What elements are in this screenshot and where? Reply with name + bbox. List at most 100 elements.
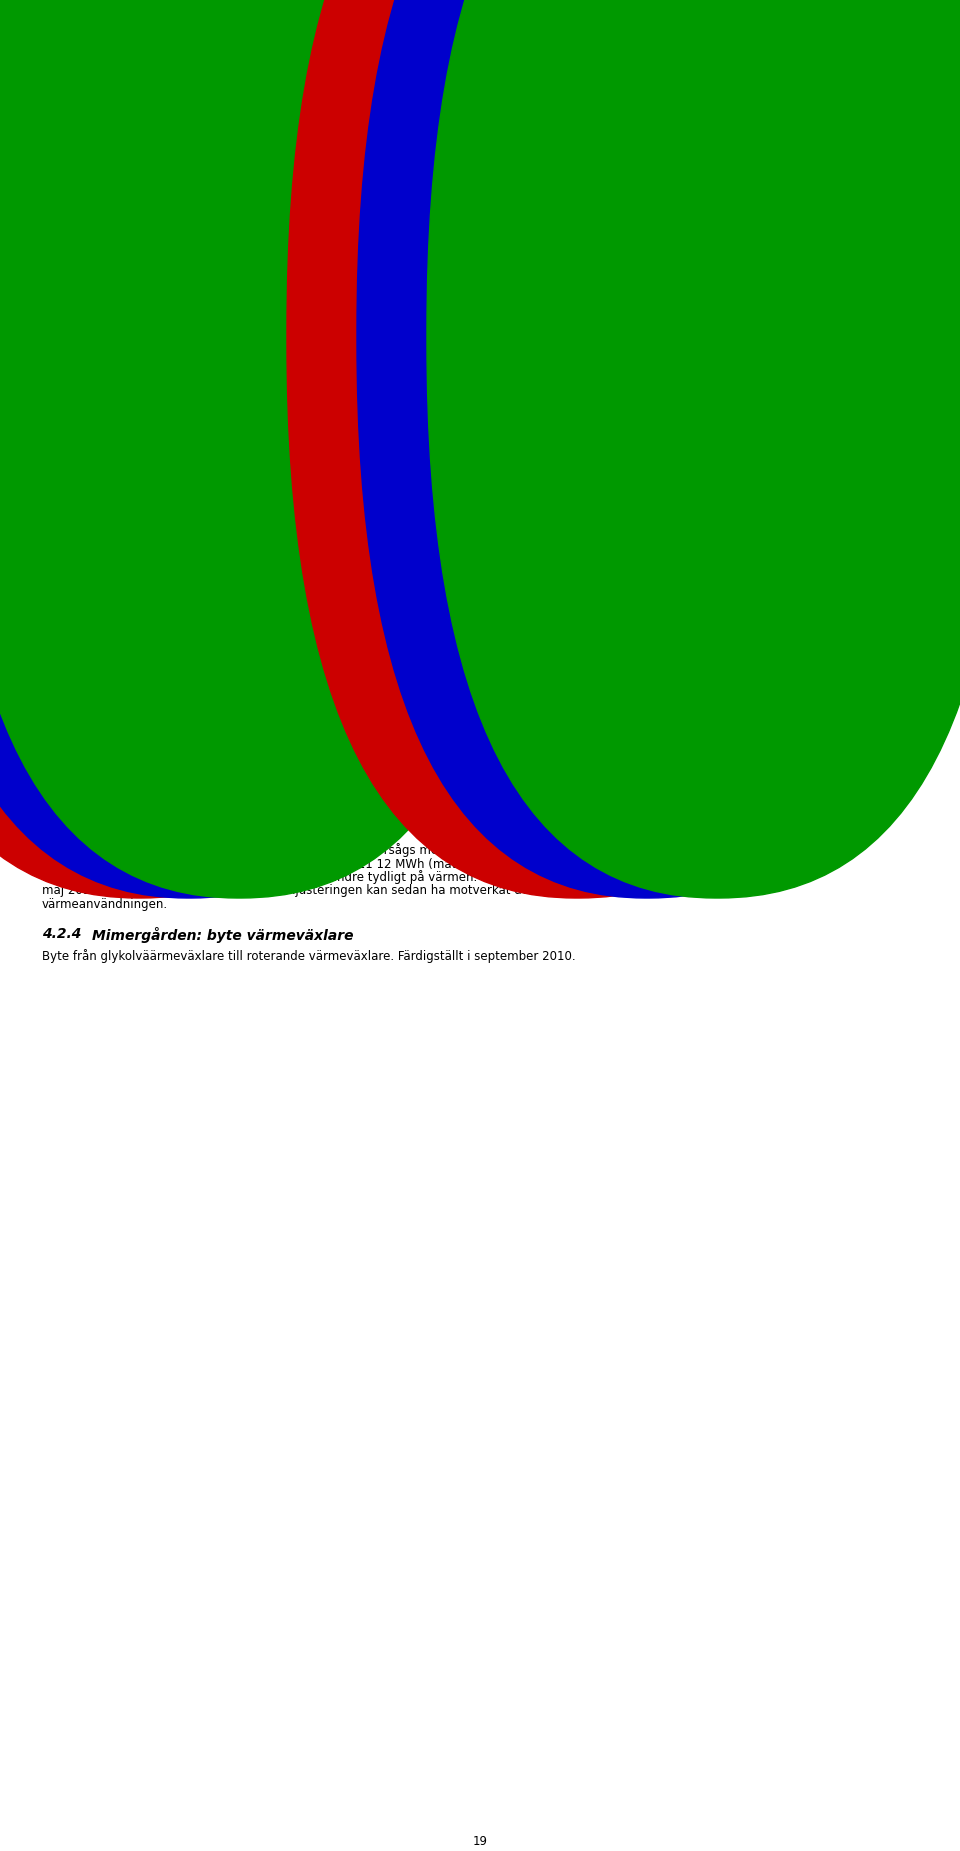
Bar xyxy=(616,465,625,553)
Bar xyxy=(641,453,650,553)
Text: Kapitel 4: Energiåtgärder: Kapitel 4: Energiåtgärder xyxy=(821,20,952,31)
Bar xyxy=(785,479,794,553)
Bar xyxy=(337,491,345,553)
Bar xyxy=(361,476,370,553)
Text: 19: 19 xyxy=(472,1834,488,1847)
Bar xyxy=(141,455,149,553)
Bar xyxy=(108,437,116,553)
Bar xyxy=(564,422,573,553)
Bar xyxy=(426,452,435,553)
Bar xyxy=(149,441,157,553)
Text: förutsättningar oförändrade.: förutsättningar oförändrade. xyxy=(42,207,211,220)
Text: tion: tion xyxy=(102,254,132,268)
Text: gör att besparingen är mindre än om åtgärderna hade genomförts var för sig med ö: gör att besparingen är mindre än om åtgä… xyxy=(42,194,571,207)
Text: hösten 2010. Luftflödena kunde genom denna åtgärd sänkas med 40 %.: hösten 2010. Luftflödena kunde genom den… xyxy=(42,305,469,320)
Bar xyxy=(345,472,353,553)
Bar xyxy=(675,479,684,553)
Text: Lingonets förskola: nytt ventilationsaggregat och injustering ventila-: Lingonets förskola: nytt ventilationsagg… xyxy=(102,235,645,248)
Bar xyxy=(370,491,377,553)
Text: Hösten 2010 lades värmemätningen om, elgolvvärmen försågs med undermätare och: Hösten 2010 lades värmemätningen om, elg… xyxy=(42,844,551,857)
Text: 2011: 2011 xyxy=(730,339,758,350)
Text: Kommentar: Kommentar xyxy=(42,763,119,776)
Bar xyxy=(684,483,693,553)
Text: Teknisk förvaltning, Fastighet: Energibokslut 2011: Teknisk förvaltning, Fastighet: Energibo… xyxy=(691,7,952,19)
Bar xyxy=(531,429,540,553)
Text: El: -3 MWh (6 % av elanvändningen): El: -3 MWh (6 % av elanvändningen) xyxy=(42,670,257,683)
Bar xyxy=(752,492,760,553)
Text: en annan byggnad samt omprojektering och injustering av ventilationen. Genomförd: en annan byggnad samt omprojektering och… xyxy=(42,292,560,305)
Bar xyxy=(402,461,410,553)
Text: redovisas som värme. Elvärmen förbrukade under 2011 12 MWh (mäts på egen undermä: redovisas som värme. Elvärmen förbrukade… xyxy=(42,857,588,872)
Bar xyxy=(75,446,84,553)
Bar xyxy=(515,478,523,553)
Bar xyxy=(887,466,896,553)
Bar xyxy=(100,431,108,553)
Text: Värme: -20 MWh (25 % av värmeanvändningen): Värme: -20 MWh (25 % av värmeanvändninge… xyxy=(42,683,326,696)
Bar xyxy=(583,479,591,553)
Bar xyxy=(666,446,675,553)
Bar xyxy=(819,459,828,553)
Bar xyxy=(230,531,239,553)
Text: 2010: 2010 xyxy=(202,339,230,350)
Text: maj 2011 kan kanske förklaras av detta. Injusteringen kan sedan ha motverkat den: maj 2011 kan kanske förklaras av detta. … xyxy=(42,885,576,898)
Bar xyxy=(84,426,92,553)
Text: Kommentar: Kommentar xyxy=(42,98,119,111)
Y-axis label: kWh: kWh xyxy=(437,457,461,466)
Text: värmeanvändningen.: värmeanvändningen. xyxy=(42,898,168,911)
Text: följning i Ess är mindre exakt och kan påverkas av andra händelser i byggnaden, : följning i Ess är mindre exakt och kan p… xyxy=(42,805,593,818)
Bar xyxy=(328,509,337,553)
Bar xyxy=(206,516,214,553)
Bar xyxy=(734,507,743,553)
Bar xyxy=(633,446,641,553)
Bar xyxy=(214,496,223,553)
Bar xyxy=(296,528,304,553)
Text: 2009: 2009 xyxy=(152,339,180,350)
Text: 2011: 2011 xyxy=(252,339,280,350)
Bar xyxy=(718,535,727,553)
Text: Figur 16.: Figur 16. xyxy=(42,572,102,585)
Text: Byte från glykolväärmeväxlare till roterande värmeväxlare. Färdigställt i septem: Byte från glykolväärmeväxlare till roter… xyxy=(42,950,576,963)
Text: Uppmätt besparing: Uppmätt besparing xyxy=(42,642,170,655)
Text: stor del grundar sig på schablonvärden, vilket innebär en osäkrade bedömning av : stor del grundar sig på schablonvärden, … xyxy=(42,126,572,141)
Text: Uppmätt besparing: Uppmätt besparing xyxy=(42,57,170,70)
Bar xyxy=(497,429,506,553)
Text: Värme, vänster och el, höger, på Lingonets förskola.: Värme, vänster och el, höger, på Lingone… xyxy=(88,572,400,587)
Bar xyxy=(548,481,558,553)
Text: ringen. Datorisering och injustering underlättar för att säkerställa bra förhåll: ringen. Datorisering och injustering und… xyxy=(42,139,564,154)
Text: Tillsammans med verkliga drifttider kan anläggningens energianvändning beräknas.: Tillsammans med verkliga drifttider kan … xyxy=(42,790,575,803)
Bar xyxy=(435,426,444,553)
Text: 2010: 2010 xyxy=(660,339,688,350)
Bar xyxy=(377,474,386,553)
Bar xyxy=(810,478,819,553)
Text: förändrar inte nödvändigtvis något, det kan ha varit bra redan innan åtgärd. En : förändrar inte nödvändigtvis något, det … xyxy=(42,154,556,167)
Bar xyxy=(181,466,190,553)
Text: Beräknad besparing: Beräknad besparing xyxy=(42,600,176,613)
Bar xyxy=(394,461,402,553)
Bar xyxy=(444,441,451,553)
Text: Projektet omfattade installations av ett "nygammalt" ventilationsaggregat som bl: Projektet omfattade installations av ett… xyxy=(42,278,603,292)
Text: fall omläggning av elvärme.: fall omläggning av elvärme. xyxy=(42,818,208,831)
Bar xyxy=(708,526,718,553)
Bar xyxy=(272,552,279,553)
Bar xyxy=(835,435,844,553)
Bar xyxy=(263,535,272,553)
Text: Värme: -22 MWh: Värme: -22 MWh xyxy=(42,72,140,85)
Text: Vid uppföljande mätning på aggregatet mättes fläktarnas effekt och luftflöden ef: Vid uppföljande mätning på aggregatet mä… xyxy=(42,777,586,792)
Bar xyxy=(844,478,853,553)
Bar xyxy=(165,479,174,553)
Bar xyxy=(116,442,125,553)
Bar xyxy=(174,483,181,553)
Text: Kalkyl gjordes aldrig: Kalkyl gjordes aldrig xyxy=(42,615,162,627)
Bar xyxy=(304,518,312,553)
Text: re). Detta syns tydligt på elförbrukningen men mindre tydligt på värmen. Ökninge: re). Detta syns tydligt på elförbrukning… xyxy=(42,870,583,885)
Bar xyxy=(198,507,206,553)
Bar xyxy=(239,531,247,553)
Bar xyxy=(599,433,608,553)
Bar xyxy=(573,431,583,553)
Bar xyxy=(700,404,708,553)
Bar xyxy=(540,433,548,553)
Text: Mimergården: byte värmeväxlare: Mimergården: byte värmeväxlare xyxy=(92,927,353,942)
Bar xyxy=(853,476,862,553)
Bar xyxy=(878,435,887,553)
Bar xyxy=(67,409,75,553)
